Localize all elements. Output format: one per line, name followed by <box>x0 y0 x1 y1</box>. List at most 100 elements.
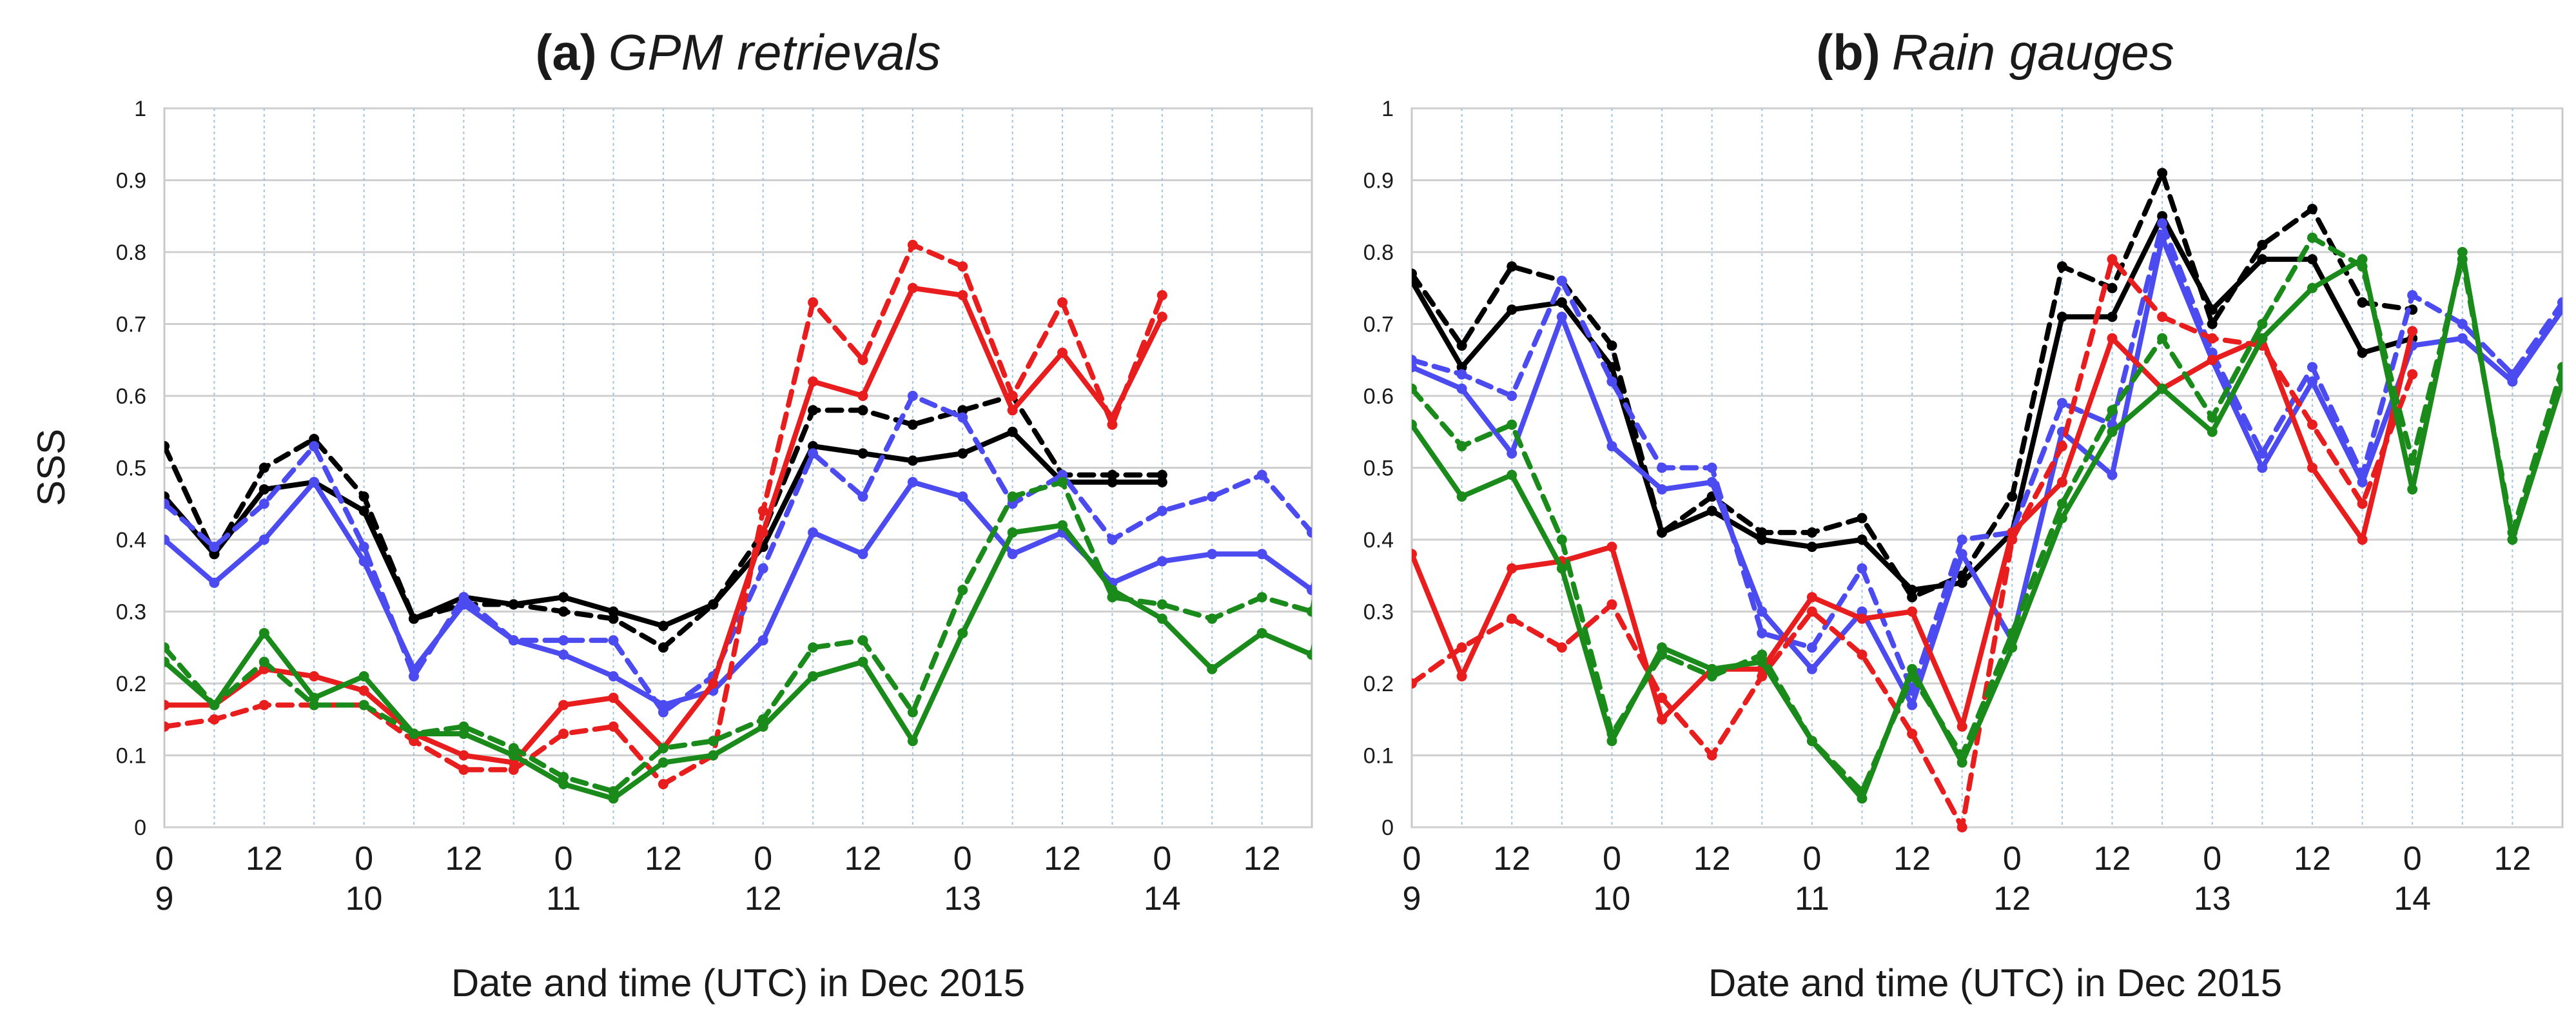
data-point-red-solid <box>1657 714 1668 725</box>
data-point-blue-solid <box>1156 556 1167 567</box>
x-date-tick-label: 11 <box>1795 880 1830 918</box>
data-point-green-solid <box>957 627 968 638</box>
data-point-black-solid <box>1556 297 1567 308</box>
data-point-red-solid <box>1456 671 1467 682</box>
data-point-green-dashed <box>608 786 619 797</box>
data-point-green-solid <box>358 671 369 682</box>
data-point-red-dashed <box>164 721 170 732</box>
data-point-black-solid <box>1107 476 1118 487</box>
y-tick-label: 0.3 <box>116 600 146 625</box>
data-point-blue-dashed <box>658 707 668 718</box>
data-point-red-dashed <box>1706 750 1717 761</box>
data-point-green-dashed <box>2507 527 2518 538</box>
x-hour-tick-label: 0 <box>754 840 772 878</box>
data-point-green-solid <box>1412 419 1417 430</box>
data-point-blue-solid <box>2307 376 2317 387</box>
data-point-blue-solid <box>1356 441 1367 451</box>
data-point-black-solid <box>2056 311 2067 322</box>
x-hour-tick-label: 0 <box>355 840 373 878</box>
data-point-blue-dashed <box>164 498 170 509</box>
data-point-green-solid <box>1356 441 1367 451</box>
data-point-blue-solid <box>957 491 968 502</box>
data-point-green-solid <box>2307 282 2317 293</box>
data-point-blue-solid <box>608 671 619 682</box>
data-point-black-dashed <box>408 613 419 624</box>
x-hour-tick-label: 0 <box>554 840 573 878</box>
data-point-black-solid <box>558 592 569 603</box>
data-point-black-dashed <box>164 441 170 452</box>
data-point-black-solid <box>2107 311 2118 322</box>
data-point-blue-dashed <box>1556 275 1567 286</box>
data-point-green-dashed <box>259 656 269 667</box>
panel-letter-a: (a) <box>535 24 596 81</box>
x-hour-tick-label: 0 <box>953 840 972 878</box>
x-date-tick-label: 14 <box>1144 880 1181 918</box>
data-point-red-dashed <box>1956 822 1967 832</box>
data-point-green-solid <box>708 750 719 761</box>
data-point-red-solid <box>2407 326 2418 337</box>
data-point-green-solid <box>2407 484 2418 495</box>
data-point-blue-solid <box>2507 376 2518 387</box>
x-date-tick-label: 10 <box>346 880 383 918</box>
data-point-red-solid <box>1857 613 1868 624</box>
data-point-red-dashed <box>1606 599 1617 610</box>
data-point-red-dashed <box>1412 678 1417 689</box>
data-point-blue-solid <box>2107 469 2118 480</box>
data-point-red-solid <box>1507 563 1517 574</box>
data-point-black-solid <box>857 448 868 459</box>
data-point-blue-solid <box>808 527 819 538</box>
data-point-green-dashed <box>358 700 369 711</box>
data-point-red-solid <box>1606 542 1617 553</box>
data-point-black-dashed <box>1907 592 1918 603</box>
data-point-red-dashed <box>1456 642 1467 653</box>
data-point-red-dashed <box>808 297 819 308</box>
y-tick-label: 0.9 <box>116 169 146 193</box>
data-point-green-solid <box>1907 663 1918 674</box>
data-point-red-dashed <box>1107 419 1118 430</box>
data-point-green-dashed <box>2207 412 2218 423</box>
data-point-red-solid <box>309 671 320 682</box>
y-tick-label: 0 <box>134 816 146 840</box>
data-point-red-solid <box>164 700 170 711</box>
data-point-green-dashed <box>1907 671 1918 682</box>
x-hour-tick-label: 12 <box>844 840 882 878</box>
data-point-green-solid <box>2507 535 2518 545</box>
data-point-green-solid <box>259 627 269 638</box>
data-point-green-solid <box>608 793 619 804</box>
data-point-green-solid <box>1706 663 1717 674</box>
data-point-black-solid <box>2157 211 2168 222</box>
data-point-red-dashed <box>1556 642 1567 653</box>
data-point-blue-solid <box>1007 549 1018 560</box>
data-point-red-dashed <box>757 505 768 516</box>
data-point-green-dashed <box>808 642 819 653</box>
data-point-blue-dashed <box>1107 535 1118 545</box>
data-point-green-dashed <box>2007 627 2018 638</box>
x-hour-tick-label: 12 <box>246 840 283 878</box>
x-hour-tick-label: 0 <box>2003 840 2022 878</box>
data-point-red-solid <box>2207 355 2218 366</box>
data-point-green-dashed <box>1156 599 1167 610</box>
data-point-green-solid <box>907 736 918 747</box>
data-point-blue-dashed <box>558 635 569 646</box>
data-point-blue-dashed <box>2257 448 2268 459</box>
gridlines-y-b <box>1412 107 2562 829</box>
data-point-blue-solid <box>309 476 320 487</box>
data-point-black-dashed <box>1412 268 1417 279</box>
x-hour-tick-label: 12 <box>2294 840 2331 878</box>
data-point-green-solid <box>1507 469 1517 480</box>
x-hour-tick-label: 0 <box>155 840 174 878</box>
x-axis-label-a: Date and time (UTC) in Dec 2015 <box>451 961 1025 1005</box>
data-point-black-dashed <box>358 491 369 502</box>
data-point-blue-dashed <box>1456 369 1467 380</box>
data-point-green-dashed <box>1107 592 1118 603</box>
data-point-green-dashed <box>2157 333 2168 344</box>
data-point-red-dashed <box>1757 671 1768 682</box>
data-point-black-dashed <box>808 405 819 416</box>
data-point-black-solid <box>259 484 269 495</box>
data-point-green-solid <box>2157 383 2168 394</box>
data-point-black-solid <box>2257 254 2268 265</box>
x-hour-tick-label: 12 <box>1244 840 1281 878</box>
data-point-green-dashed <box>164 642 170 653</box>
data-point-black-dashed <box>1857 513 1868 524</box>
data-point-red-dashed <box>1806 606 1817 617</box>
